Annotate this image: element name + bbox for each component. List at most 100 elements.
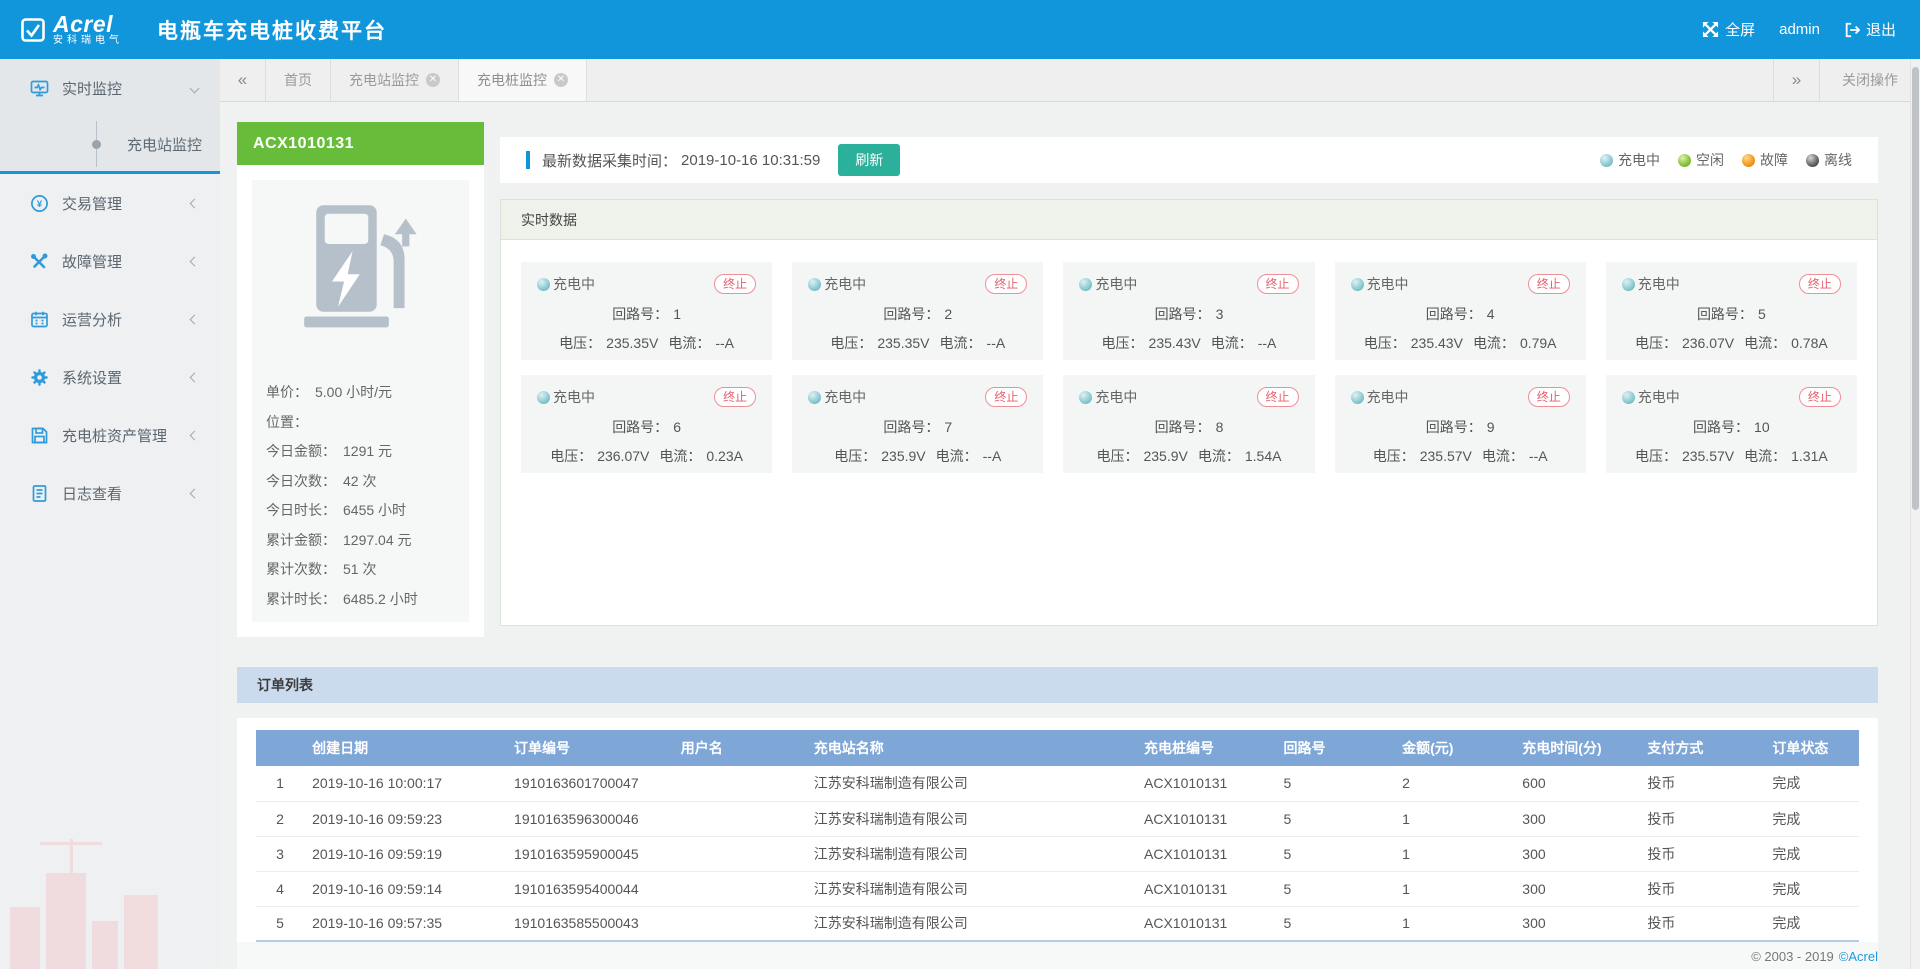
terminate-button[interactable]: 终止 [1798, 387, 1841, 407]
tab-close-icon[interactable]: ✕ [426, 73, 440, 87]
terminate-button[interactable]: 终止 [985, 274, 1028, 294]
tabs-scroll-right-button[interactable]: » [1773, 59, 1819, 101]
right-column: 最新数据采集时间： 2019-10-16 10:31:59 刷新 充电中 空闲 … [500, 122, 1878, 637]
terminate-button[interactable]: 终止 [714, 387, 757, 407]
circuit-number-label: 回路号： [1154, 419, 1211, 435]
tabs-scroll-left-button[interactable]: « [220, 59, 266, 101]
status-legend: 充电中 空闲 故障 离线 [1600, 150, 1852, 170]
sidebar-item-pile-assets[interactable]: 充电桩资产管理 [0, 406, 220, 464]
sidebar-subitem-label: 充电站监控 [127, 136, 203, 154]
order-cell-seq: 1 [256, 766, 305, 802]
voltage-value: 235.35V [606, 335, 659, 351]
table-row: 4 2019-10-16 09:59:14 1910163595400044 江苏安科… [256, 871, 1859, 907]
sidebar-item-label: 充电桩资产管理 [62, 427, 168, 445]
order-cell-status: 完成 [1764, 801, 1859, 837]
voltage-value: 235.43V [1410, 335, 1463, 351]
fullscreen-label: 全屏 [1725, 22, 1756, 39]
refresh-button[interactable]: 刷新 [838, 144, 901, 176]
charging-status-icon [1350, 390, 1364, 404]
charging-status-icon [537, 277, 550, 291]
current-label: 电流： [1744, 335, 1787, 351]
current-value: --A [986, 335, 1006, 351]
current-value: 0.79A [1519, 335, 1557, 351]
circuit-number-value: 6 [673, 419, 681, 435]
circuit-number-label: 回路号： [1696, 306, 1753, 322]
main-content: « 首页 充电站监控 ✕ 充电桩监控 ✕ » 关闭操作 [220, 59, 1920, 969]
stat-label: 累计时长： [266, 590, 336, 607]
terminate-button[interactable]: 终止 [1527, 387, 1570, 407]
terminate-button[interactable]: 终止 [1256, 274, 1299, 294]
circuit-meters-line: 电压： 235.9V 电流： 1.54A [1079, 446, 1298, 466]
vertical-scrollbar[interactable] [1910, 59, 1920, 969]
stat-label: 位置： [266, 413, 308, 430]
terminate-button[interactable]: 终止 [1798, 274, 1841, 294]
circuit-meters-line: 电压： 235.57V 电流： --A [1351, 446, 1570, 466]
order-cell-station: 江苏安科瑞制造有限公司 [805, 801, 1137, 837]
orders-table: 创建日期 订单编号 用户名 充电站名称 充电桩编号 回路号 金额(元) 充电时间(分) 支付方式… [256, 730, 1859, 942]
sidebar: 实时监控 充电站监控 ¥ 交易管理 [0, 59, 220, 969]
stat-value: 6455 小时 [343, 502, 407, 518]
current-value: --A [715, 335, 735, 351]
collect-time-bar: 最新数据采集时间： 2019-10-16 10:31:59 刷新 充电中 空闲 … [500, 137, 1878, 183]
column-header-seq [256, 730, 305, 766]
circuit-number-value: 2 [944, 306, 953, 322]
order-cell-user [672, 871, 806, 907]
tab-pile-monitor[interactable]: 充电桩监控 ✕ [459, 59, 587, 101]
terminate-button[interactable]: 终止 [1527, 274, 1570, 294]
circuit-card: 充电中 终止 回路号： 3 电压： 235.43V 电流： --A [1063, 262, 1315, 360]
stat-label: 今日时长： [266, 502, 336, 518]
chevron-left-icon [189, 488, 200, 498]
submenu-dot-icon [92, 140, 101, 149]
tab-station-monitor[interactable]: 充电站监控 ✕ [331, 59, 459, 101]
terminate-button[interactable]: 终止 [1256, 387, 1299, 407]
circuit-number-value: 3 [1215, 306, 1224, 322]
voltage-value: 235.57V [1681, 448, 1735, 464]
stat-label: 今日次数： [266, 472, 336, 489]
scrollbar-thumb[interactable] [1912, 67, 1919, 510]
close-operations-menu[interactable]: 关闭操作 [1819, 59, 1920, 101]
sidebar-item-label: 交易管理 [62, 195, 123, 213]
sidebar-item-realtime-monitor[interactable]: 实时监控 [0, 59, 220, 117]
order-cell-minutes: 300 [1514, 801, 1640, 837]
order-cell-amount: 1 [1394, 836, 1515, 872]
stat-today-duration: 今日时长： 6455 小时 [266, 496, 455, 526]
circuit-card: 充电中 终止 回路号： 2 电压： 235.35V 电流： --A [792, 262, 1044, 360]
stat-value: 1291 元 [343, 443, 393, 459]
orders-section-title: 订单列表 [237, 667, 1878, 703]
terminate-button[interactable]: 终止 [714, 274, 757, 294]
order-cell-status: 完成 [1764, 871, 1859, 907]
logout-button[interactable]: 退出 [1844, 19, 1896, 40]
sidebar-item-settings[interactable]: 系统设置 [0, 348, 220, 406]
sidebar-item-transactions[interactable]: ¥ 交易管理 [0, 174, 220, 232]
collect-time-value: 2019-10-16 10:31:59 [681, 151, 821, 169]
circuit-number-value: 5 [1757, 306, 1766, 322]
tab-close-icon[interactable]: ✕ [554, 73, 568, 87]
sidebar-item-station-monitor[interactable]: 充电站监控 [0, 117, 220, 171]
tab-home[interactable]: 首页 [266, 59, 331, 101]
order-cell-station: 江苏安科瑞制造有限公司 [805, 906, 1137, 942]
pile-summary-card: ACX1010131 [237, 122, 484, 637]
column-header: 创建日期 [304, 730, 507, 766]
sidebar-item-faults[interactable]: 故障管理 [0, 232, 220, 290]
current-label: 电流： [939, 335, 982, 351]
sidebar-item-analytics[interactable]: 运营分析 [0, 290, 220, 348]
current-value: --A [1528, 448, 1548, 464]
order-cell-minutes: 300 [1514, 871, 1640, 907]
stat-today-amount: 今日金额： 1291 元 [266, 437, 455, 467]
username-label: admin [1779, 21, 1820, 38]
sidebar-item-label: 日志查看 [62, 485, 123, 503]
voltage-label: 电压： [550, 448, 593, 464]
fullscreen-button[interactable]: 全屏 [1702, 19, 1755, 40]
legend-item: 离线 [1806, 150, 1852, 170]
username-menu[interactable]: admin [1779, 21, 1820, 38]
sidebar-item-logs[interactable]: 日志查看 [0, 464, 220, 522]
legend-item: 充电中 [1600, 150, 1660, 170]
column-header: 用户名 [672, 730, 806, 766]
circuit-meters-line: 电压： 235.35V 电流： --A [808, 333, 1027, 353]
order-cell-order_no: 1910163595400044 [506, 871, 673, 907]
circuit-status-label: 充电中 [1637, 276, 1680, 292]
footer-brand-link[interactable]: ©Acrel [1838, 948, 1878, 964]
stat-total-count: 累计次数： 51 次 [266, 555, 455, 585]
terminate-button[interactable]: 终止 [985, 387, 1028, 407]
circuit-card: 充电中 终止 回路号： 7 电压： 235.9V 电流： --A [792, 375, 1044, 473]
